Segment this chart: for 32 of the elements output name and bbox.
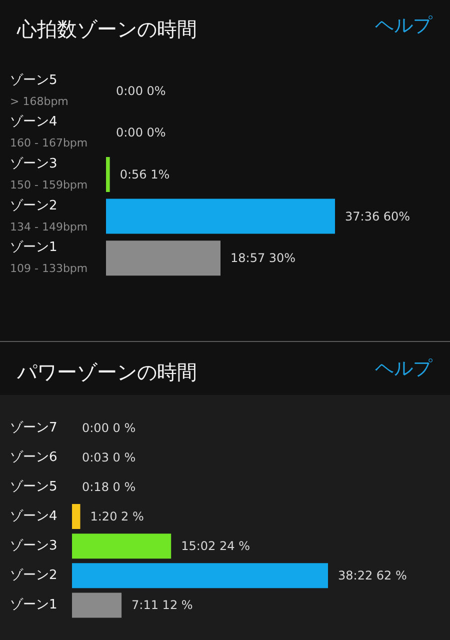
y-tick-label: ゾーン6 <box>10 450 58 465</box>
bar <box>72 563 328 588</box>
chart-title: パワーゾーンの時間 <box>16 360 197 384</box>
y-tick-label: ゾーン4 160 - 167bpm <box>10 114 88 150</box>
y-tick-label: ゾーン5 <box>10 479 58 494</box>
y-tick-label: ゾーン2 134 - 149bpm <box>10 198 88 234</box>
text: ヘルプ <box>375 14 433 36</box>
data-label: 7:11 12 % <box>132 598 193 612</box>
data-label: 18:57 30% <box>230 251 296 266</box>
data-label: 1:20 2 % <box>90 510 144 524</box>
data-label: 0:00 0% <box>116 126 166 140</box>
data-label: 0:00 0% <box>116 84 166 98</box>
y-tick-label: ゾーン1 109 - 133bpm <box>10 240 88 276</box>
bar <box>72 592 122 618</box>
y-tick-label: ゾーン2 <box>10 568 58 584</box>
y-tick-label: ゾーン7 <box>10 420 58 436</box>
y-tick-label: ゾーン3 150 - 159bpm <box>10 156 88 192</box>
bar <box>72 504 80 529</box>
data-label: 38:22 62 % <box>338 568 407 583</box>
bar <box>72 534 172 559</box>
y-tick-label: ゾーン1 <box>10 598 58 613</box>
data-label: 15:02 24 % <box>181 539 250 554</box>
data-label: 0:56 1% <box>120 168 170 182</box>
y-tick-label: ゾーン4 <box>10 509 58 524</box>
data-label: 37:36 60% <box>345 209 410 224</box>
text: ヘルプ <box>375 358 433 380</box>
data-label: 0:18 0 % <box>82 480 136 494</box>
chart-title: 心拍数ゾーンの時間 <box>16 17 197 41</box>
y-tick-label: ゾーン5 > 168bpm <box>10 72 68 108</box>
data-label: 0:00 0 % <box>82 420 136 435</box>
y-tick-label: ゾーン3 <box>10 538 58 554</box>
data-label: 0:03 0 % <box>82 450 136 464</box>
